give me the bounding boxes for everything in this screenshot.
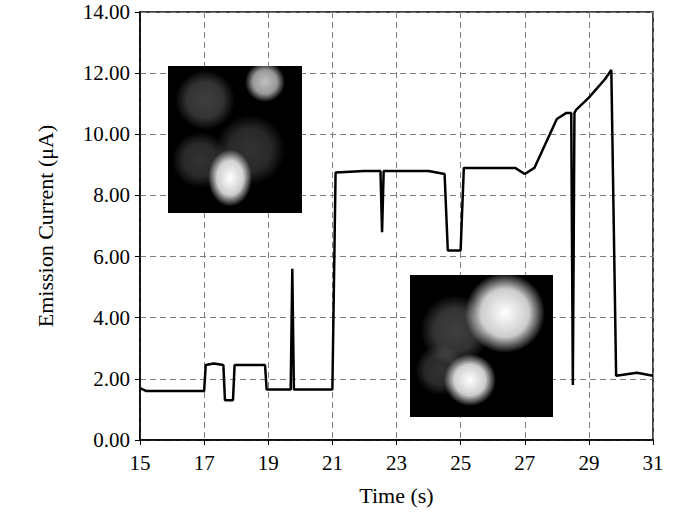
svg-text:27: 27 xyxy=(514,451,535,475)
svg-text:4.00: 4.00 xyxy=(93,306,130,330)
svg-text:Time (s): Time (s) xyxy=(359,483,433,508)
svg-text:6.00: 6.00 xyxy=(93,245,130,269)
svg-text:0.00: 0.00 xyxy=(93,428,130,452)
svg-text:25: 25 xyxy=(450,451,471,475)
svg-text:15: 15 xyxy=(130,451,151,475)
svg-text:23: 23 xyxy=(386,451,407,475)
svg-text:19: 19 xyxy=(258,451,279,475)
svg-text:21: 21 xyxy=(322,451,343,475)
svg-text:12.00: 12.00 xyxy=(83,61,130,85)
svg-text:31: 31 xyxy=(643,451,664,475)
svg-text:17: 17 xyxy=(194,451,215,475)
svg-text:Emission Current (μA): Emission Current (μA) xyxy=(33,125,58,327)
svg-text:8.00: 8.00 xyxy=(93,183,130,207)
svg-text:14.00: 14.00 xyxy=(83,0,130,24)
svg-text:2.00: 2.00 xyxy=(93,367,130,391)
svg-text:10.00: 10.00 xyxy=(83,122,130,146)
svg-text:29: 29 xyxy=(578,451,599,475)
